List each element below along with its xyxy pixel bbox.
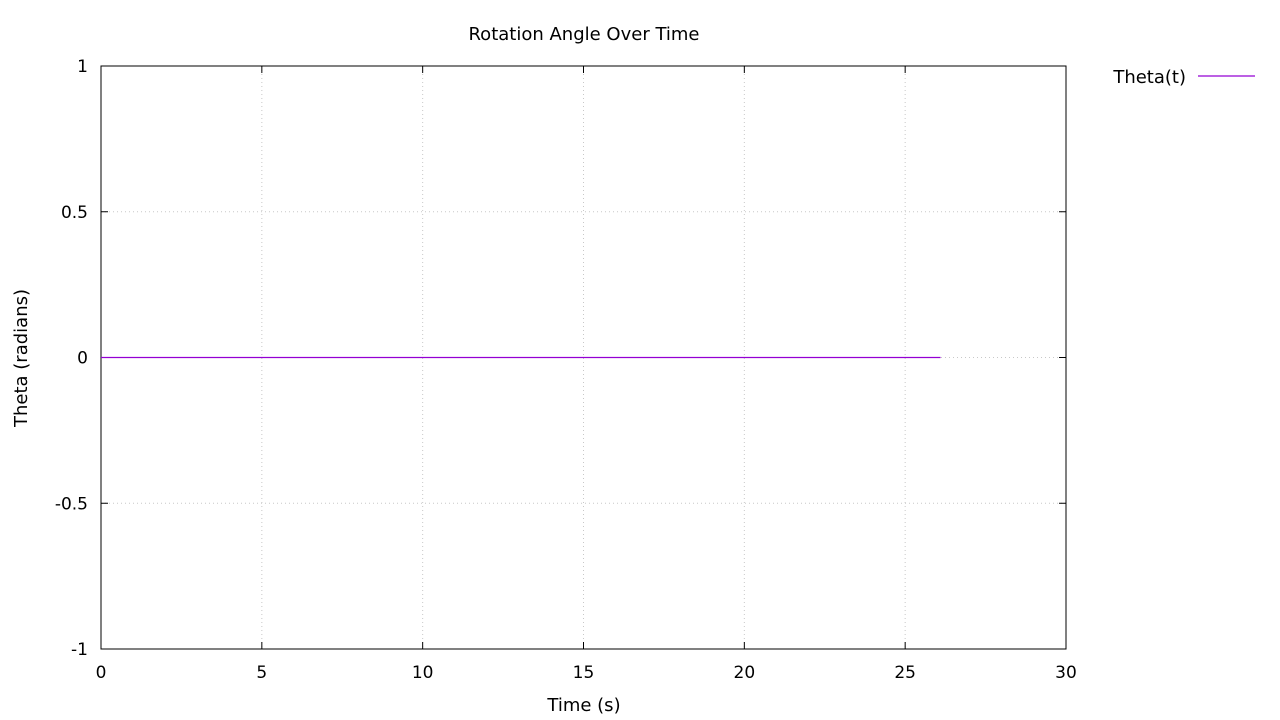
x-tick-label: 5	[256, 663, 267, 683]
y-tick-label: 1	[77, 57, 88, 77]
y-tick-label: 0	[77, 349, 88, 369]
y-tick-label: -1	[71, 640, 88, 660]
y-tick-label: 0.5	[61, 203, 88, 223]
x-tick-label: 20	[734, 663, 756, 683]
x-tick-labels: 0 5 10 15 20 25 30	[96, 663, 1077, 683]
y-tick-labels: -1 -0.5 0 0.5 1	[55, 57, 88, 660]
x-tick-label: 10	[412, 663, 434, 683]
x-tick-label: 30	[1055, 663, 1077, 683]
x-tick-label: 25	[894, 663, 916, 683]
y-axis-title: Theta (radians)	[11, 289, 32, 428]
legend-label-theta: Theta(t)	[1112, 67, 1186, 88]
x-axis-title: Time (s)	[546, 695, 620, 716]
x-tick-label: 0	[96, 663, 107, 683]
chart-title: Rotation Angle Over Time	[468, 24, 699, 45]
legend: Theta(t)	[1112, 67, 1255, 88]
y-tick-label: -0.5	[55, 494, 88, 514]
x-tick-label: 15	[573, 663, 595, 683]
